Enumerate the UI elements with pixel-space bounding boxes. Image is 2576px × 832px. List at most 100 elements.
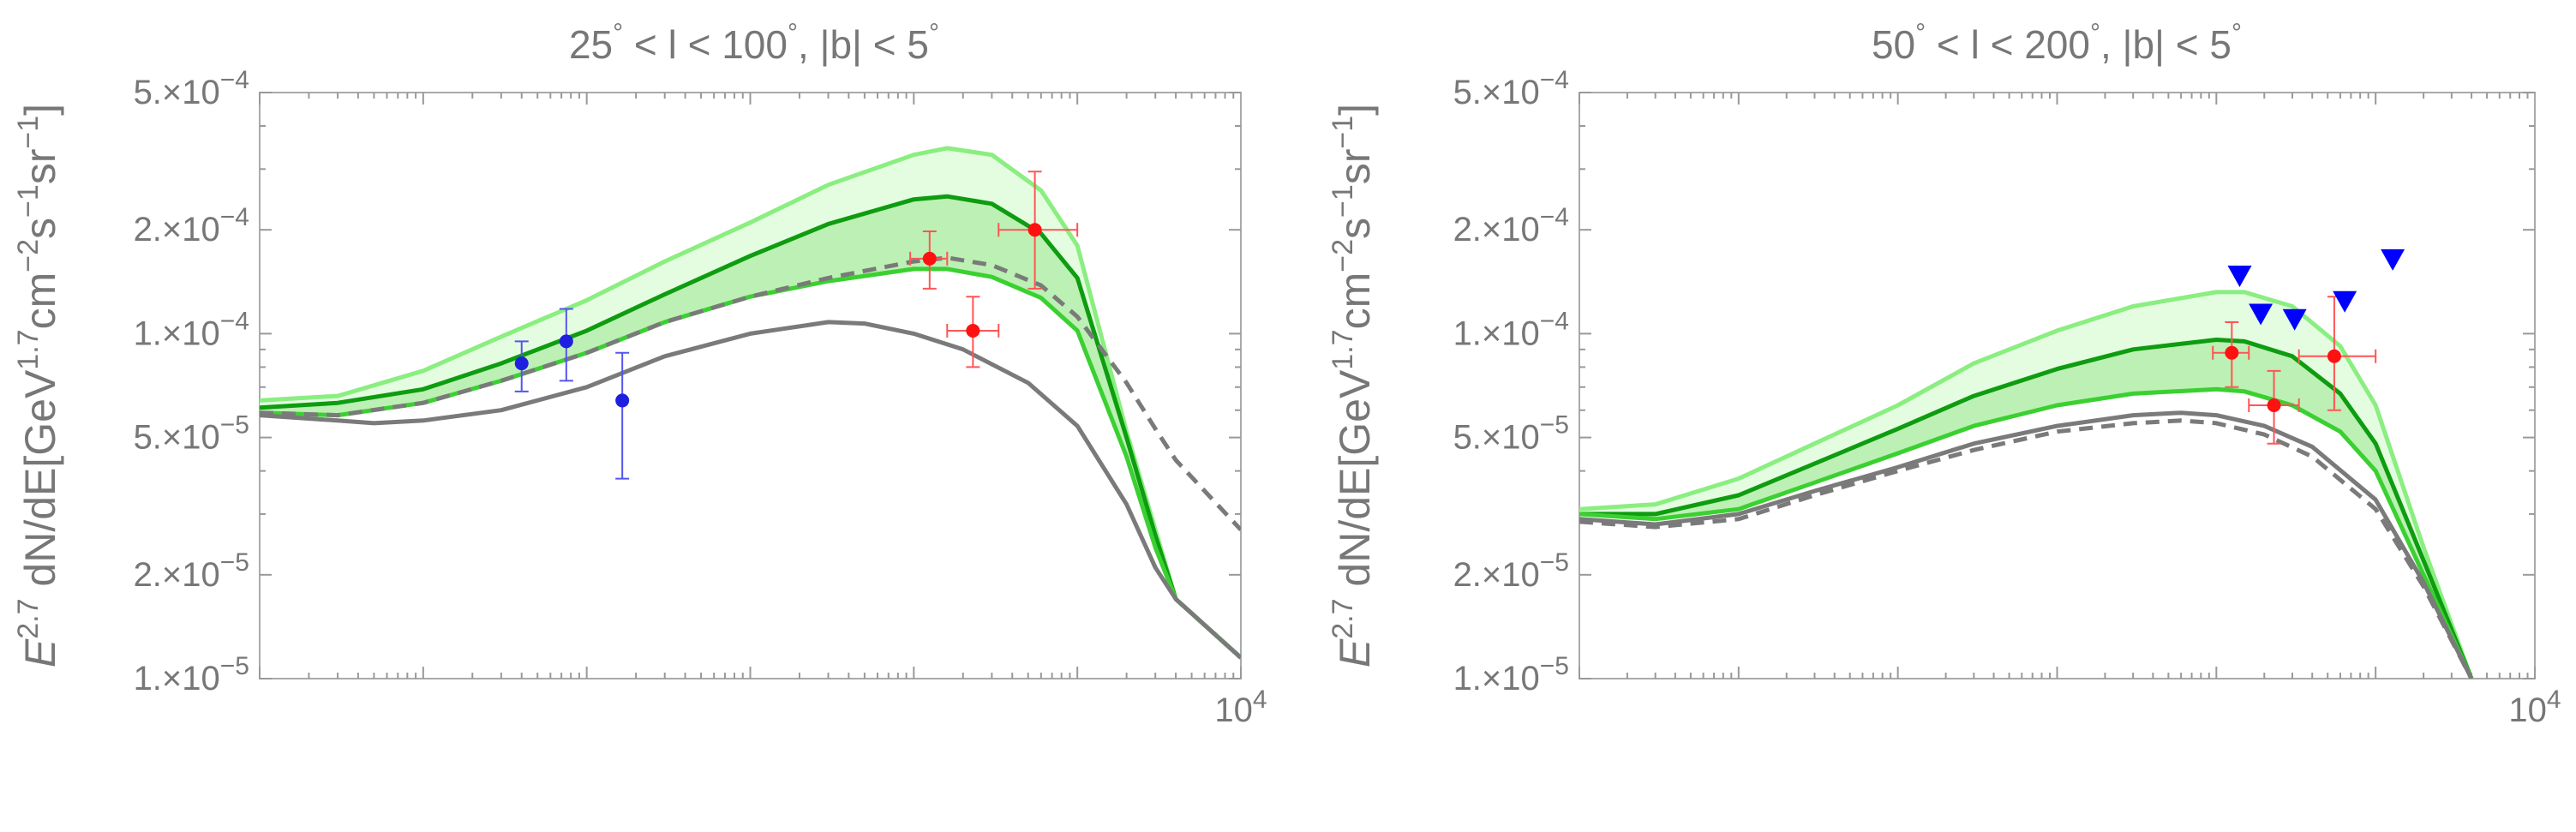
x-tick-last-exp: 4	[1253, 685, 1267, 714]
y-tick-times: ×10	[162, 419, 220, 457]
x-tick-last-exp: 4	[2547, 685, 2561, 714]
red-data-point	[2297, 296, 2377, 411]
y-label-part: sr	[16, 149, 64, 185]
y-axis-label: E2.7 dN/dE[GeV1.7cm−2s−1sr−1]	[1327, 104, 1379, 667]
y-tick-times: ×10	[162, 556, 220, 594]
y-tick-times: ×10	[1482, 74, 1540, 111]
y-tick-mantissa: 2.	[1453, 211, 1482, 248]
chart-panel-right: 1045.×10−42.×10−41.×10−45.×10−52.×10−51.…	[1327, 19, 2561, 729]
series-line-upper	[1579, 290, 2474, 679]
y-label-sup: −1	[1327, 116, 1359, 149]
axis-ticks	[259, 92, 1242, 679]
y-label-part: ]	[1331, 104, 1379, 116]
title-degree: °	[2090, 19, 2100, 47]
title-part: < l < 200	[1926, 22, 2090, 67]
y-tick-mantissa: 1.	[1453, 314, 1482, 352]
chart-title: 25° < l < 100°, |b| < 5°	[569, 19, 939, 67]
y-tick-times: ×10	[162, 660, 220, 697]
series-line-dashed	[1579, 418, 2474, 679]
red-data-point	[997, 171, 1079, 290]
y-label-sup: −1	[12, 116, 45, 149]
y-label-part: E	[1331, 638, 1379, 667]
title-degree: °	[788, 19, 798, 47]
y-tick-mantissa: 1.	[134, 660, 162, 697]
blue-data-point	[615, 351, 630, 480]
blue-point-marker	[514, 356, 529, 371]
y-label-part: cm	[16, 272, 64, 330]
series-line-lower	[260, 266, 1241, 660]
y-tick-mantissa: 1.	[1453, 660, 1482, 697]
y-tick-times: ×10	[162, 314, 220, 352]
y-tick-mantissa: 2.	[1453, 556, 1482, 594]
red-point-marker	[922, 251, 937, 266]
y-tick-exponent: −5	[220, 548, 249, 577]
upper-limit-marker	[2282, 308, 2307, 331]
red-data-point	[909, 230, 949, 290]
blue-data-point	[559, 308, 573, 382]
chart-panel-left: 1045.×10−42.×10−41.×10−45.×10−52.×10−51.…	[12, 19, 1267, 729]
y-tick-exponent: −5	[1540, 548, 1569, 577]
y-tick-mantissa: 5.	[1453, 419, 1482, 457]
y-tick-times: ×10	[1482, 660, 1540, 697]
y-label-part: dN/dE[GeV	[16, 369, 64, 598]
series-line-grey	[1579, 410, 2474, 679]
red-data-point	[946, 296, 1000, 368]
upper-limit-marker	[2249, 303, 2273, 326]
y-tick-label: 5.×10−4	[1453, 66, 1569, 111]
y-tick-times: ×10	[1482, 314, 1540, 352]
y-tick-times: ×10	[1482, 211, 1540, 248]
y-tick-exponent: −5	[220, 411, 249, 440]
y-label-part: ]	[16, 104, 64, 116]
y-tick-mantissa: 5.	[134, 419, 162, 457]
y-tick-label: 2.×10−5	[1453, 548, 1569, 594]
chart-title: 50° < l < 200°, |b| < 5°	[1872, 19, 2242, 67]
series-line-grey	[260, 320, 1241, 660]
y-tick-label: 5.×10−4	[134, 66, 249, 111]
series-line-model	[1579, 338, 2474, 679]
y-tick-exponent: −4	[220, 203, 249, 231]
y-tick-label: 2.×10−4	[134, 203, 249, 248]
y-label-sup: 2.7	[12, 598, 45, 638]
y-label-part: dN/dE[GeV	[1331, 369, 1379, 598]
y-tick-label: 5.×10−5	[134, 411, 249, 457]
y-tick-mantissa: 2.	[134, 556, 162, 594]
x-tick-last-base: 10	[1214, 691, 1253, 729]
band-outer	[260, 147, 1241, 658]
y-tick-times: ×10	[162, 211, 220, 248]
y-tick-exponent: −5	[220, 652, 249, 680]
y-label-part: sr	[1331, 149, 1379, 185]
y-tick-times: ×10	[1482, 419, 1540, 457]
title-degree: °	[2232, 19, 2242, 47]
y-tick-label: 1.×10−5	[1453, 652, 1569, 697]
y-tick-exponent: −4	[220, 307, 249, 335]
axis-ticks	[1579, 92, 2536, 679]
y-tick-label: 1.×10−4	[134, 307, 249, 352]
title-part: 25	[569, 22, 613, 67]
y-label-sup: 2.7	[1327, 598, 1359, 638]
upper-limit-marker	[2381, 248, 2405, 271]
y-tick-label: 1.×10−5	[134, 652, 249, 697]
y-tick-mantissa: 5.	[1453, 74, 1482, 111]
upper-limit-marker	[2333, 290, 2357, 313]
y-tick-label: 5.×10−5	[1453, 411, 1569, 457]
y-label-part: s	[1331, 218, 1379, 239]
red-point-marker	[2225, 345, 2239, 360]
y-tick-exponent: −4	[1540, 307, 1569, 335]
y-tick-exponent: −4	[1540, 203, 1569, 231]
y-tick-label: 1.×10−4	[1453, 307, 1569, 352]
series-line-dashed	[260, 255, 1241, 532]
y-tick-times: ×10	[162, 74, 220, 111]
y-tick-label: 2.×10−5	[134, 548, 249, 594]
red-point-marker	[1027, 223, 1042, 237]
y-tick-exponent: −4	[1540, 66, 1569, 94]
y-axis-label: E2.7 dN/dE[GeV1.7cm−2s−1sr−1]	[12, 104, 64, 667]
title-degree: °	[613, 19, 623, 47]
x-tick-label-last: 104	[2508, 685, 2561, 729]
band-inner	[260, 196, 1241, 658]
y-label-sup: 1.7	[1327, 329, 1359, 369]
series-line-lower	[1579, 386, 2474, 679]
y-label-part: cm	[1331, 272, 1379, 330]
x-tick-label-last: 104	[1214, 685, 1267, 729]
red-point-marker	[2327, 349, 2341, 363]
